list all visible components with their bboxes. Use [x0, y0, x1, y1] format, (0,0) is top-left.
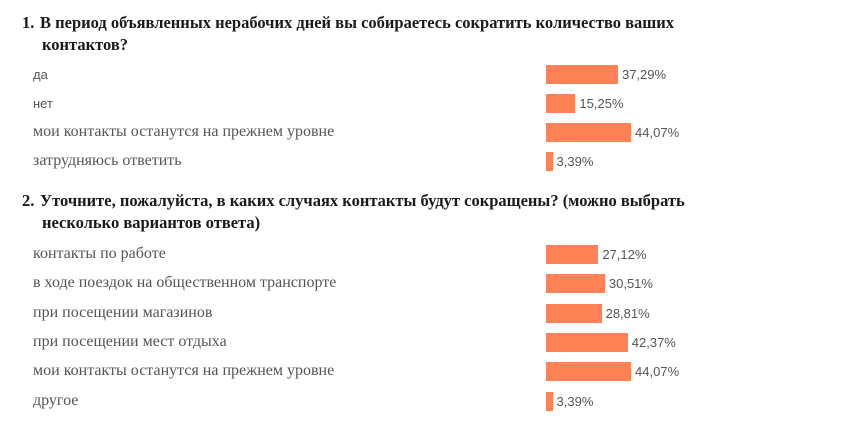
bar [546, 362, 632, 382]
value-label: 37,29% [621, 67, 667, 82]
category-label: нет [33, 96, 53, 111]
bar [546, 391, 553, 411]
bar [546, 245, 599, 264]
chart-1-row: мои контакты останутся на прежнем уровне… [0, 121, 850, 145]
value-label: 3,39% [556, 154, 594, 169]
chart-2-row: в ходе поездок на общественном транспорт… [0, 272, 850, 296]
value-label: 27,12% [602, 247, 647, 262]
question-1-title-line2: контактов? [42, 35, 128, 54]
category-label: другое [33, 391, 79, 409]
value-label: 15,25% [579, 96, 624, 111]
question-2-title-line2: несколько вариантов ответа) [42, 213, 261, 232]
category-label: да [33, 67, 48, 82]
value-label: 3,39% [556, 393, 594, 409]
value-label: 44,07% [635, 364, 680, 380]
bar [546, 152, 553, 171]
category-label: в ходе поездок на общественном транспорт… [33, 274, 337, 292]
chart-2-row: другое 3,39% [0, 390, 850, 414]
category-label: мои контакты останутся на прежнем уровне [33, 362, 335, 380]
bar [546, 94, 576, 113]
bar [546, 123, 632, 142]
chart-2-row: при посещении магазинов 28,81% [0, 302, 850, 326]
category-label: затрудняюсь ответить [33, 152, 182, 169]
question-2-number: 2. [22, 191, 35, 210]
chart-1-row: затрудняюсь ответить 3,39% [0, 150, 850, 174]
bar [546, 274, 605, 294]
bar [546, 65, 618, 84]
value-label: 44,07% [635, 125, 680, 140]
question-1-title-line1: В период объявленных нерабочих дней вы с… [40, 13, 674, 32]
chart-2-row: мои контакты останутся на прежнем уровне… [0, 360, 850, 384]
chart-2-row: при посещении мест отдыха 42,37% [0, 331, 850, 355]
bar [546, 332, 628, 352]
value-label: 30,51% [608, 276, 653, 292]
category-label: мои контакты останутся на прежнем уровне [33, 123, 335, 140]
category-label: при посещении магазинов [33, 303, 213, 321]
bar [546, 303, 602, 323]
value-label: 28,81% [605, 305, 650, 321]
chart-1-row: нет 15,25% [0, 92, 850, 116]
value-label: 42,37% [631, 334, 676, 350]
question-2-title: 2. Уточните, пожалуйста, в каких случаях … [22, 190, 685, 234]
question-2-title-line1: Уточните, пожалуйста, в каких случаях ко… [40, 191, 685, 210]
question-1-title: 1. В период объявленных нерабочих дней вы… [22, 12, 674, 56]
question-1-number: 1. [22, 13, 35, 32]
category-label: контакты по работе [33, 245, 166, 262]
category-label: при посещении мест отдыха [33, 332, 227, 350]
chart-2-row: контакты по работе 27,12% [0, 243, 850, 267]
chart-1-row: да 37,29% [0, 63, 850, 87]
